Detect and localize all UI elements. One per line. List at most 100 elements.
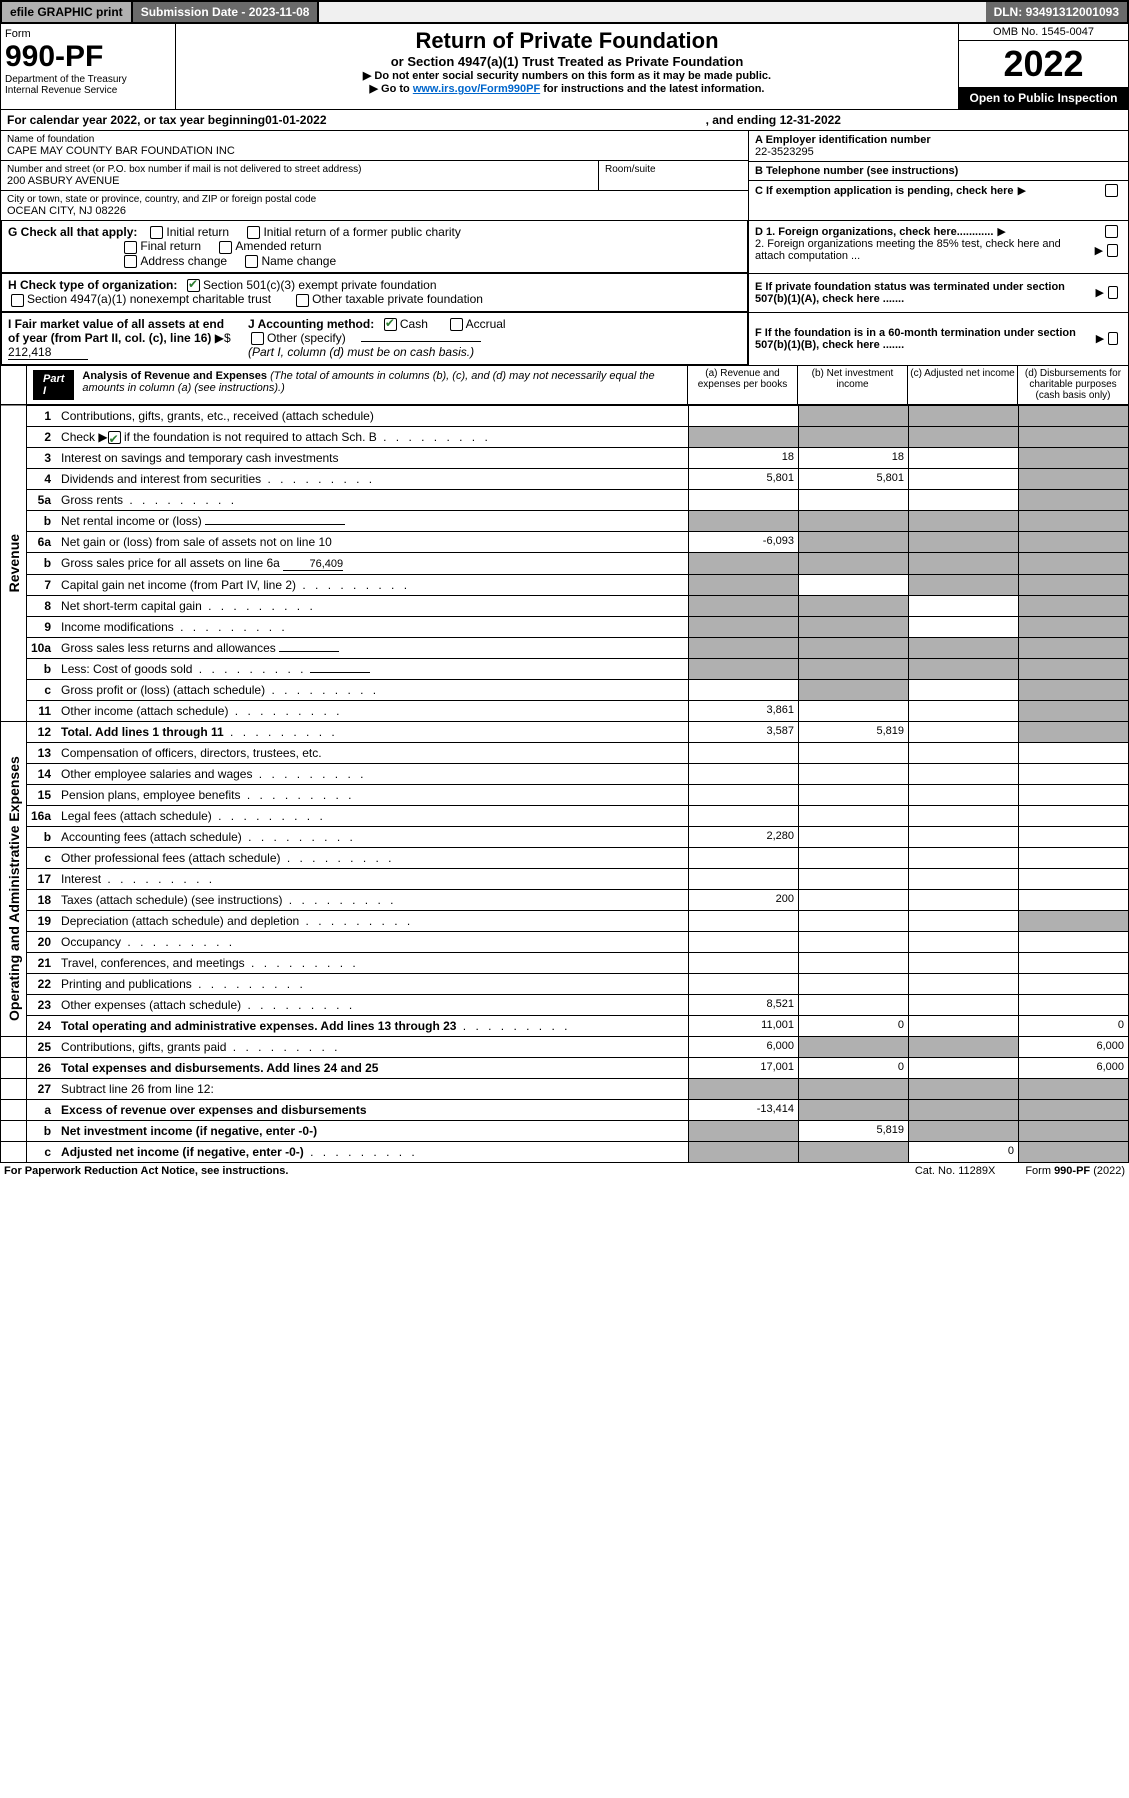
checkbox-name[interactable]: [245, 255, 258, 268]
r24-a: 11,001: [689, 1015, 799, 1036]
g-name: Name change: [261, 254, 336, 268]
section-ij: I Fair market value of all assets at end…: [1, 313, 748, 365]
part1-table: Revenue 1Contributions, gifts, grants, e…: [0, 405, 1129, 1163]
r10a-desc: Gross sales less returns and allowances: [61, 641, 276, 655]
row-13: Operating and Administrative Expenses 13…: [1, 742, 1129, 763]
r24-b: 0: [799, 1015, 909, 1036]
checkbox-4947[interactable]: [11, 294, 24, 307]
r3-desc: Interest on savings and temporary cash i…: [57, 447, 688, 468]
h-501c3: Section 501(c)(3) exempt private foundat…: [203, 278, 436, 292]
row-19: 19Depreciation (attach schedule) and dep…: [1, 910, 1129, 931]
h-4947: Section 4947(a)(1) nonexempt charitable …: [27, 292, 271, 306]
omb-number: OMB No. 1545-0047: [959, 24, 1128, 41]
checkbox-accrual[interactable]: [450, 318, 463, 331]
checkbox-address[interactable]: [124, 255, 137, 268]
r24-desc: Total operating and administrative expen…: [61, 1019, 456, 1033]
checkbox-schb[interactable]: ✔: [108, 431, 121, 444]
addr-label: Number and street (or P.O. box number if…: [7, 164, 592, 175]
r10b-desc: Less: Cost of goods sold: [61, 662, 192, 676]
checkbox-d1[interactable]: [1105, 225, 1118, 238]
r25-desc: Contributions, gifts, grants paid: [61, 1040, 226, 1054]
r17-desc: Interest: [61, 872, 101, 886]
r6b-input[interactable]: [283, 558, 343, 571]
note-url-pre: ▶ Go to: [370, 83, 413, 95]
ein-box: A Employer identification number 22-3523…: [749, 131, 1128, 162]
row-25: 25Contributions, gifts, grants paid6,000…: [1, 1036, 1129, 1057]
g-address: Address change: [140, 254, 227, 268]
j-note: (Part I, column (d) must be on cash basi…: [248, 345, 474, 359]
row-26: 26Total expenses and disbursements. Add …: [1, 1057, 1129, 1078]
checkbox-initial[interactable]: [150, 226, 163, 239]
fmv-value: 212,418: [8, 345, 88, 360]
checkbox-amended[interactable]: [219, 241, 232, 254]
checkbox-initial-former[interactable]: [247, 226, 260, 239]
irs-link[interactable]: www.irs.gov/Form990PF: [413, 83, 540, 95]
r12-desc: Total. Add lines 1 through 11: [61, 725, 224, 739]
room-label: Room/suite: [605, 164, 656, 175]
row-5a: 5aGross rents: [1, 489, 1129, 510]
row-16a: 16aLegal fees (attach schedule): [1, 805, 1129, 826]
tax-year: 2022: [959, 41, 1128, 87]
col-c-header: (c) Adjusted net income: [908, 366, 1018, 404]
r2-pre: Check ▶: [61, 430, 108, 444]
note-ssn: ▶ Do not enter social security numbers o…: [186, 69, 948, 82]
r13-desc: Compensation of officers, directors, tru…: [57, 742, 688, 763]
form-word: Form: [5, 28, 171, 40]
row-17: 17Interest: [1, 868, 1129, 889]
calendar-line: For calendar year 2022, or tax year begi…: [0, 110, 1129, 131]
i-arrow: ▶$: [215, 331, 231, 345]
dln: DLN: 93491312001093: [986, 2, 1127, 22]
submission-label: Submission Date -: [141, 5, 249, 19]
r16b-desc: Accounting fees (attach schedule): [61, 830, 242, 844]
r7-desc: Capital gain net income (from Part IV, l…: [61, 578, 296, 592]
r24-d: 0: [1019, 1015, 1129, 1036]
city-value: OCEAN CITY, NJ 08226: [7, 205, 742, 217]
r11-desc: Other income (attach schedule): [61, 704, 228, 718]
efile-label: efile GRAPHIC print: [2, 2, 133, 22]
row-16b: bAccounting fees (attach schedule)2,280: [1, 826, 1129, 847]
checkbox-f[interactable]: [1108, 332, 1118, 345]
checkbox-other[interactable]: [251, 332, 264, 345]
checkbox-501c3[interactable]: [187, 279, 200, 292]
row-5b: bNet rental income or (loss): [1, 510, 1129, 531]
row-10c: cGross profit or (loss) (attach schedule…: [1, 679, 1129, 700]
j-other: Other (specify): [267, 331, 346, 345]
r23-a: 8,521: [689, 994, 799, 1015]
checkbox-e[interactable]: [1108, 286, 1118, 299]
r12-b: 5,819: [799, 721, 909, 742]
r19-desc: Depreciation (attach schedule) and deple…: [61, 914, 299, 928]
section-h-e: H Check type of organization: Section 50…: [0, 274, 1129, 313]
h-label: H Check type of organization:: [8, 278, 177, 292]
checkbox-c[interactable]: [1105, 184, 1118, 197]
row-27: 27Subtract line 26 from line 12:: [1, 1078, 1129, 1099]
section-g: G Check all that apply: Initial return I…: [1, 221, 748, 273]
arrow-icon: ▶: [997, 225, 1005, 238]
footer-right: Form 990-PF (2022): [1025, 1165, 1125, 1177]
name-label: Name of foundation: [7, 134, 742, 145]
d1-label: D 1. Foreign organizations, check here..…: [755, 226, 993, 238]
checkbox-other-taxable[interactable]: [296, 294, 309, 307]
h-other: Other taxable private foundation: [312, 292, 483, 306]
checkbox-final[interactable]: [124, 241, 137, 254]
r3-b: 18: [799, 447, 909, 468]
r27b-desc: Net investment income (if negative, ente…: [61, 1124, 317, 1138]
checkbox-d2[interactable]: [1107, 244, 1118, 257]
row-6a: 6aNet gain or (loss) from sale of assets…: [1, 531, 1129, 552]
row-11: 11Other income (attach schedule)3,861: [1, 700, 1129, 721]
header-left: Form 990-PF Department of the Treasury I…: [1, 24, 176, 109]
street-address: 200 ASBURY AVENUE: [7, 175, 592, 187]
submission-date: Submission Date - 2023-11-08: [133, 2, 320, 22]
dln-value: 93491312001093: [1026, 5, 1119, 19]
r6a-desc: Net gain or (loss) from sale of assets n…: [57, 531, 688, 552]
part1-label: Part I: [33, 370, 74, 400]
checkbox-cash[interactable]: [384, 318, 397, 331]
arrow-icon: ▶: [1096, 286, 1104, 299]
row-23: 23Other expenses (attach schedule)8,521: [1, 994, 1129, 1015]
r27c-desc: Adjusted net income (if negative, enter …: [61, 1145, 304, 1159]
row-27a: aExcess of revenue over expenses and dis…: [1, 1099, 1129, 1120]
address-box: Number and street (or P.O. box number if…: [1, 161, 748, 191]
phone-box: B Telephone number (see instructions): [749, 162, 1128, 181]
footer: For Paperwork Reduction Act Notice, see …: [0, 1163, 1129, 1179]
col-a-header: (a) Revenue and expenses per books: [688, 366, 798, 404]
col-d-header: (d) Disbursements for charitable purpose…: [1018, 366, 1128, 404]
